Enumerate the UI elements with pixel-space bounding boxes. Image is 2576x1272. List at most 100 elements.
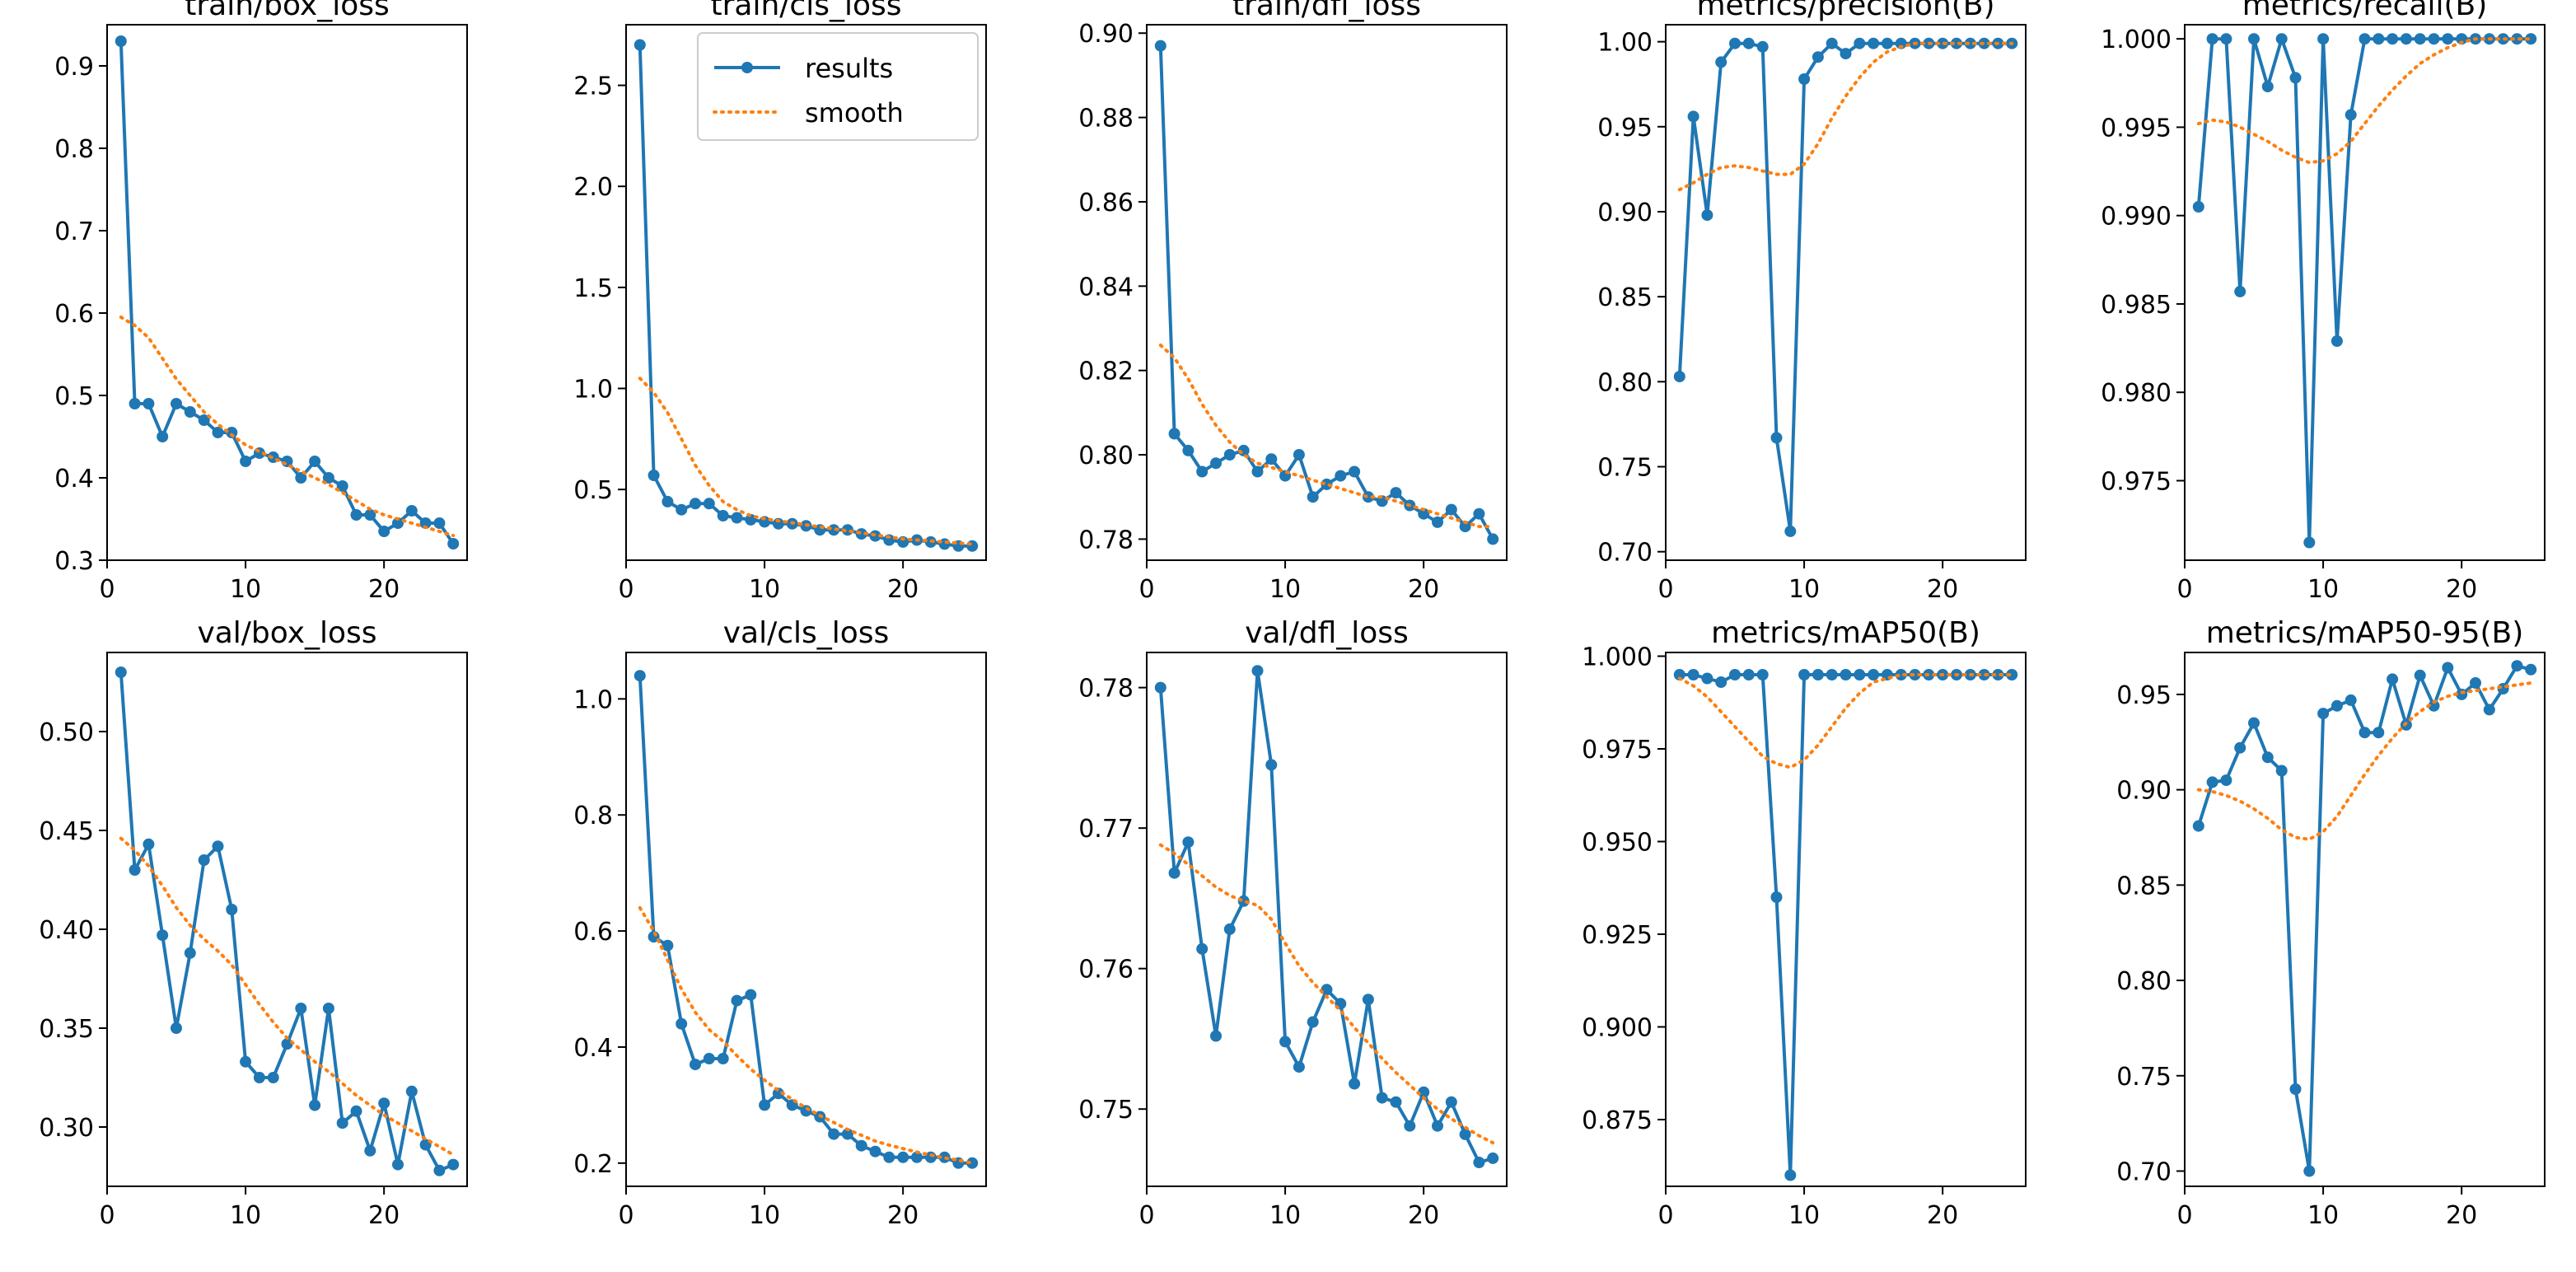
x-tick-label: 0 <box>1138 1201 1154 1230</box>
y-tick-label: 0.86 <box>1078 189 1134 217</box>
y-tick-label: 0.84 <box>1078 273 1134 302</box>
chart-title: train/cls_loss <box>710 0 901 22</box>
y-tick-label: 0.950 <box>1582 829 1653 858</box>
results-point <box>717 1053 729 1064</box>
subplot-7: val/cls_loss 0 10 20 0.2 0.4 0.6 0.8 1.0 <box>573 616 987 1230</box>
results-point <box>1459 521 1471 533</box>
results-point <box>419 517 432 529</box>
results-point <box>1349 1078 1361 1090</box>
smooth-line <box>2196 37 2533 165</box>
y-tick-label: 0.95 <box>2116 681 2172 710</box>
y-tick-label: 0.875 <box>1582 1106 1653 1135</box>
x-tick-label: 10 <box>1269 575 1301 604</box>
results-point <box>690 498 701 510</box>
results-point <box>1390 1096 1402 1108</box>
results-point <box>1895 669 1907 680</box>
y-tick-label: 0.90 <box>1078 20 1134 49</box>
results-point <box>1335 470 1347 482</box>
smooth-line <box>1677 673 2014 769</box>
y-tick-label: 0.6 <box>54 300 94 329</box>
results-point <box>212 840 224 853</box>
y-tick-label: 1.5 <box>573 274 613 303</box>
y-tick-label: 0.6 <box>573 918 613 947</box>
results-point <box>1715 56 1727 68</box>
y-tick-label: 1.0 <box>573 376 613 405</box>
smooth-line <box>1158 344 1495 529</box>
results-line <box>1158 669 1494 1164</box>
y-tick-label: 0.50 <box>39 718 94 747</box>
subplot-10: metrics/mAP50-95(B) 0 10 20 0.70 0.75 0.80 0.85… <box>2116 616 2546 1230</box>
chart-title: metrics/precision(B) <box>1696 0 1994 22</box>
results-point <box>267 1072 279 1083</box>
results-point <box>350 1105 362 1117</box>
results-point <box>2470 677 2481 689</box>
chart-title: train/box_loss <box>185 0 390 22</box>
results-point <box>2511 660 2523 672</box>
y-tick-label: 0.9 <box>54 53 94 82</box>
y-tick-label: 0.975 <box>1582 736 1653 765</box>
plot-frame <box>106 652 468 1187</box>
x-tick-label: 0 <box>618 575 633 604</box>
results-point <box>171 1022 182 1034</box>
y-tick-label: 0.90 <box>1597 199 1653 227</box>
plot-frame <box>625 652 987 1187</box>
results-point <box>1964 37 1976 49</box>
results-point <box>2442 662 2454 674</box>
subplot-3: train/dfl_loss 0 10 20 0.78 0.80 0.82 0.84 0.86 0… <box>1078 0 1508 604</box>
results-point <box>1459 1128 1471 1140</box>
results-point <box>2289 1083 2302 1095</box>
x-tick-label: 10 <box>749 1201 780 1230</box>
results-point <box>1826 669 1838 680</box>
results-point <box>1798 669 1811 680</box>
chart-title: val/dfl_loss <box>1245 616 1409 650</box>
smooth-line <box>1158 843 1495 1145</box>
results-point <box>1196 942 1209 955</box>
y-tick-label: 0.925 <box>1582 921 1653 950</box>
results-point <box>828 1128 840 1140</box>
results-point <box>717 510 729 521</box>
results-point <box>1182 836 1194 849</box>
results-point <box>1909 669 1921 680</box>
results-point <box>433 517 446 529</box>
results-point <box>364 1144 376 1157</box>
results-point <box>1293 449 1305 461</box>
y-tick-label: 0.75 <box>1078 1096 1134 1125</box>
smooth-line <box>119 316 456 537</box>
results-point <box>1265 759 1278 771</box>
results-point <box>447 1158 460 1171</box>
results-point <box>253 1072 265 1083</box>
chart-title: train/dfl_loss <box>1232 0 1421 22</box>
results-point <box>392 517 404 529</box>
x-tick-label: 20 <box>368 575 400 604</box>
results-point <box>1881 37 1893 49</box>
x-tick-label: 0 <box>99 1201 115 1230</box>
results-point <box>772 1087 784 1100</box>
y-tick-label: 0.5 <box>54 382 94 411</box>
results-point <box>1418 507 1430 520</box>
y-tick-label: 0.85 <box>1597 283 1653 312</box>
results-line <box>1158 45 1494 540</box>
y-tick-label: 0.900 <box>1582 1014 1653 1043</box>
results-point <box>309 456 321 467</box>
results-point <box>2275 765 2288 777</box>
plot-frame <box>1146 24 1508 561</box>
results-point <box>662 495 674 507</box>
results-point <box>731 994 743 1007</box>
y-tick-label: 0.88 <box>1078 105 1134 133</box>
results-point <box>1673 669 1685 680</box>
results-point <box>1293 1061 1305 1073</box>
results-point <box>1251 465 1264 478</box>
results-point <box>2525 33 2537 45</box>
x-tick-label: 20 <box>1927 1201 1958 1230</box>
x-tick-label: 20 <box>1927 575 1958 604</box>
y-tick-label: 0.40 <box>39 916 94 945</box>
results-point <box>703 498 715 510</box>
results-point <box>2206 776 2218 788</box>
results-point <box>883 1151 895 1163</box>
subplot-4: metrics/precision(B) 0 10 20 0.70 0.75 0.80 0.8… <box>1597 0 2027 604</box>
y-tick-label: 0.5 <box>573 476 613 505</box>
results-point <box>2275 33 2288 45</box>
results-point <box>2359 33 2371 45</box>
x-tick-label: 20 <box>368 1201 400 1230</box>
results-point <box>2442 33 2454 45</box>
